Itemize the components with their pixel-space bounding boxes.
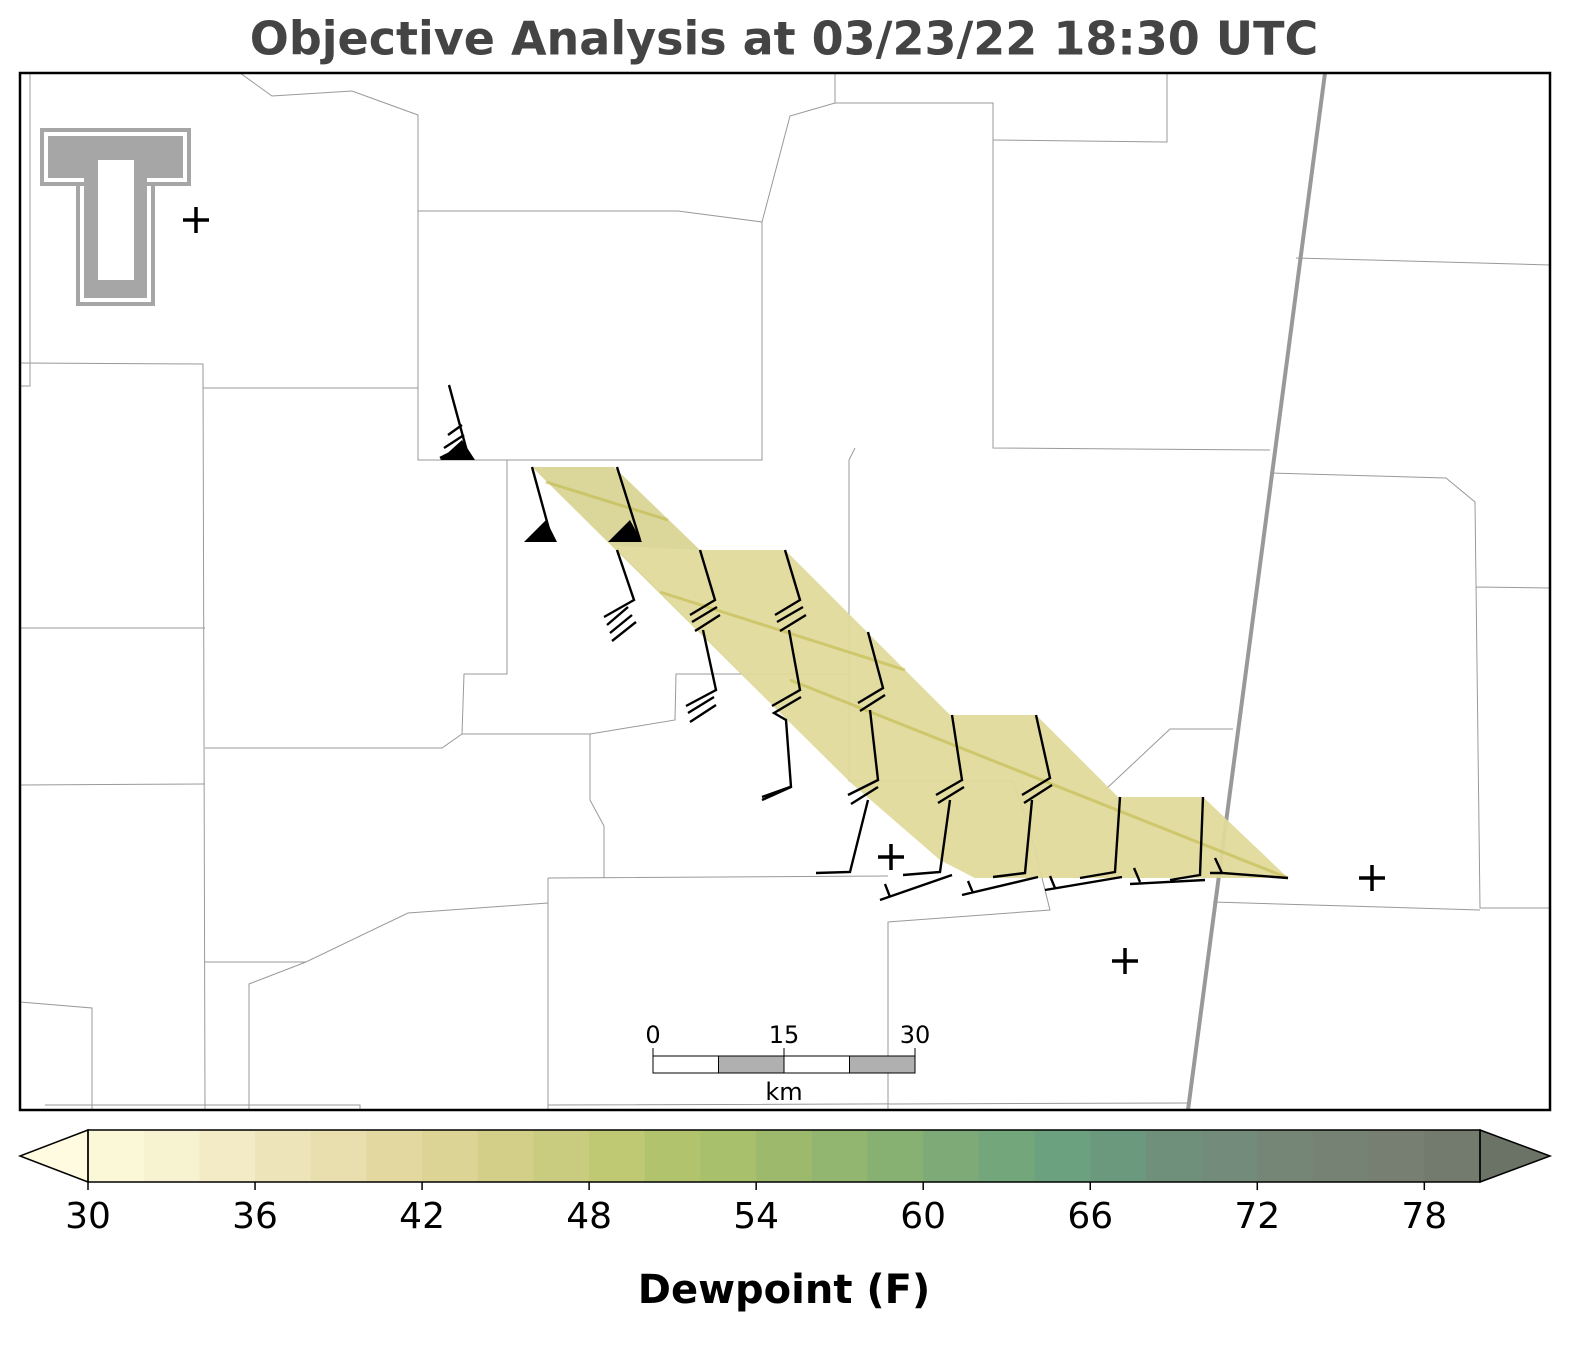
scale-tick-label: 0 [645,1021,660,1049]
colorbar-tick-label: 60 [900,1196,946,1237]
colorbar-bin [422,1130,479,1182]
colorbar-tick-label: 36 [232,1196,278,1237]
colorbar-bin [366,1130,423,1182]
map [18,71,1552,1112]
colorbar-tick-label: 66 [1067,1196,1113,1237]
colorbar-bin [533,1130,590,1182]
contour [545,480,1289,880]
colorbar: 30 36 42 48 54 60 66 72 78 [17,1128,1553,1237]
colorbar-bin [811,1130,869,1182]
colorbar-tick-label: 54 [733,1196,779,1237]
colorbar-bin [1312,1130,1370,1182]
scale-segment [783,1055,850,1074]
colorbar-bin [199,1130,256,1182]
colorbar-bin [867,1130,924,1182]
colorbar-bin [978,1130,1036,1182]
scale-bar: 0 15 30 km [645,1021,930,1106]
scale-tick-label: 30 [900,1021,931,1049]
station-markers [183,207,1385,974]
colorbar-bin [756,1130,813,1182]
colorbar-bin [1145,1130,1203,1182]
colorbar-tick-label: 72 [1234,1196,1280,1237]
colorbar-bin [1201,1130,1258,1182]
colorbar-bin [477,1130,534,1182]
logo [40,128,191,306]
scale-segment [652,1055,719,1074]
colorbar-bin [143,1130,200,1182]
scale-tick-label: 15 [769,1021,800,1049]
colorbar-frame [87,1129,1481,1183]
scale-segment [718,1055,785,1074]
colorbar-bin [923,1130,980,1182]
colorbar-bin [700,1130,757,1182]
colorbar-tick-label: 48 [566,1196,612,1237]
dewpoint-fill-light [614,546,1288,878]
colorbar-bin [1034,1130,1091,1182]
colorbar-bin [1090,1130,1147,1182]
colorbar-tick-label: 42 [399,1196,445,1237]
colorbar-bin [88,1130,145,1182]
colorbar-label: Dewpoint (F) [638,1267,931,1313]
colorbar-bin [1368,1130,1425,1182]
colorbar-bin [1424,1130,1481,1182]
scale-segment [849,1055,916,1074]
wind-barbs [439,384,1289,902]
colorbar-tick-label: 78 [1401,1196,1447,1237]
colorbar-over [1479,1128,1553,1184]
colorbar-bin [644,1130,701,1182]
colorbar-bin [310,1130,367,1182]
colorbar-bin [1257,1130,1314,1182]
title: Objective Analysis at 03/23/22 18:30 UTC [250,12,1319,66]
colorbar-tick-label: 30 [65,1196,111,1237]
map-frame [18,71,1552,1112]
state-border [1186,72,1327,1111]
scale-unit: km [765,1078,802,1106]
colorbar-under [17,1128,89,1184]
colorbar-bin [255,1130,312,1182]
colorbar-bin [589,1130,646,1182]
